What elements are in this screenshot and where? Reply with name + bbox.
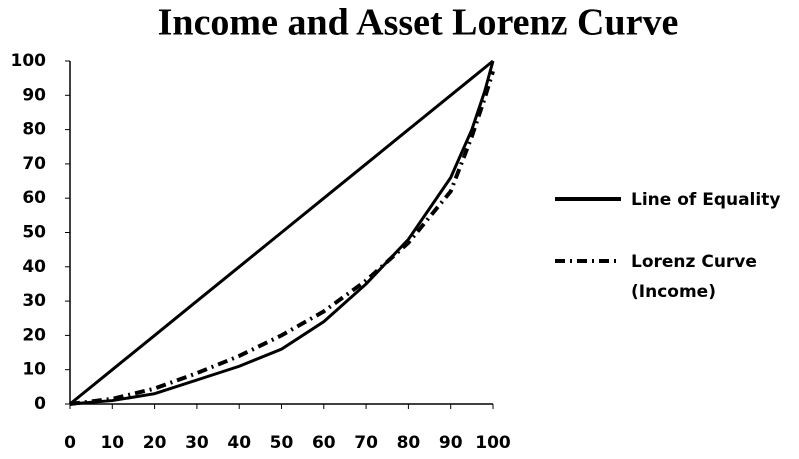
- y-tick-label: 40: [22, 257, 46, 277]
- chart-title: Income and Asset Lorenz Curve: [158, 2, 679, 44]
- x-tick-label: 0: [64, 433, 76, 453]
- series-line: [69, 70, 495, 406]
- x-tick-label: 20: [143, 433, 167, 453]
- legend-label: Lorenz Curve (Income): [631, 252, 757, 302]
- x-tick-label: 100: [475, 433, 511, 453]
- y-tick-label: 80: [22, 120, 46, 140]
- x-tick-label: 60: [312, 433, 336, 453]
- legend-swatch: [555, 197, 621, 201]
- y-tick-label: 90: [22, 85, 46, 105]
- legend-item: Lorenz Curve (Income): [555, 247, 799, 307]
- x-tick-label: 50: [270, 433, 294, 453]
- y-tick-label: 60: [22, 188, 46, 208]
- y-tick-label: 30: [22, 291, 46, 311]
- x-tick-label: 80: [397, 433, 421, 453]
- legend: Line of Equality Lorenz Curve (Income): [555, 185, 799, 339]
- series-line: [69, 60, 495, 406]
- x-tick-label: 90: [439, 433, 463, 453]
- legend-swatch: [555, 259, 621, 263]
- y-tick-label: 50: [22, 223, 46, 243]
- x-tick-label: 30: [185, 433, 209, 453]
- legend-item: Line of Equality: [555, 185, 799, 215]
- y-tick-label: 100: [11, 51, 47, 71]
- series-line: [69, 59, 494, 406]
- y-tick-label: 20: [22, 325, 46, 345]
- y-tick-label: 70: [22, 154, 46, 174]
- y-tick-label: 0: [34, 394, 46, 414]
- x-tick-label: 40: [227, 433, 251, 453]
- x-tick-label: 70: [354, 433, 378, 453]
- legend-label: Line of Equality: [631, 190, 781, 210]
- x-tick-label: 10: [100, 433, 124, 453]
- y-tick-label: 10: [22, 360, 46, 380]
